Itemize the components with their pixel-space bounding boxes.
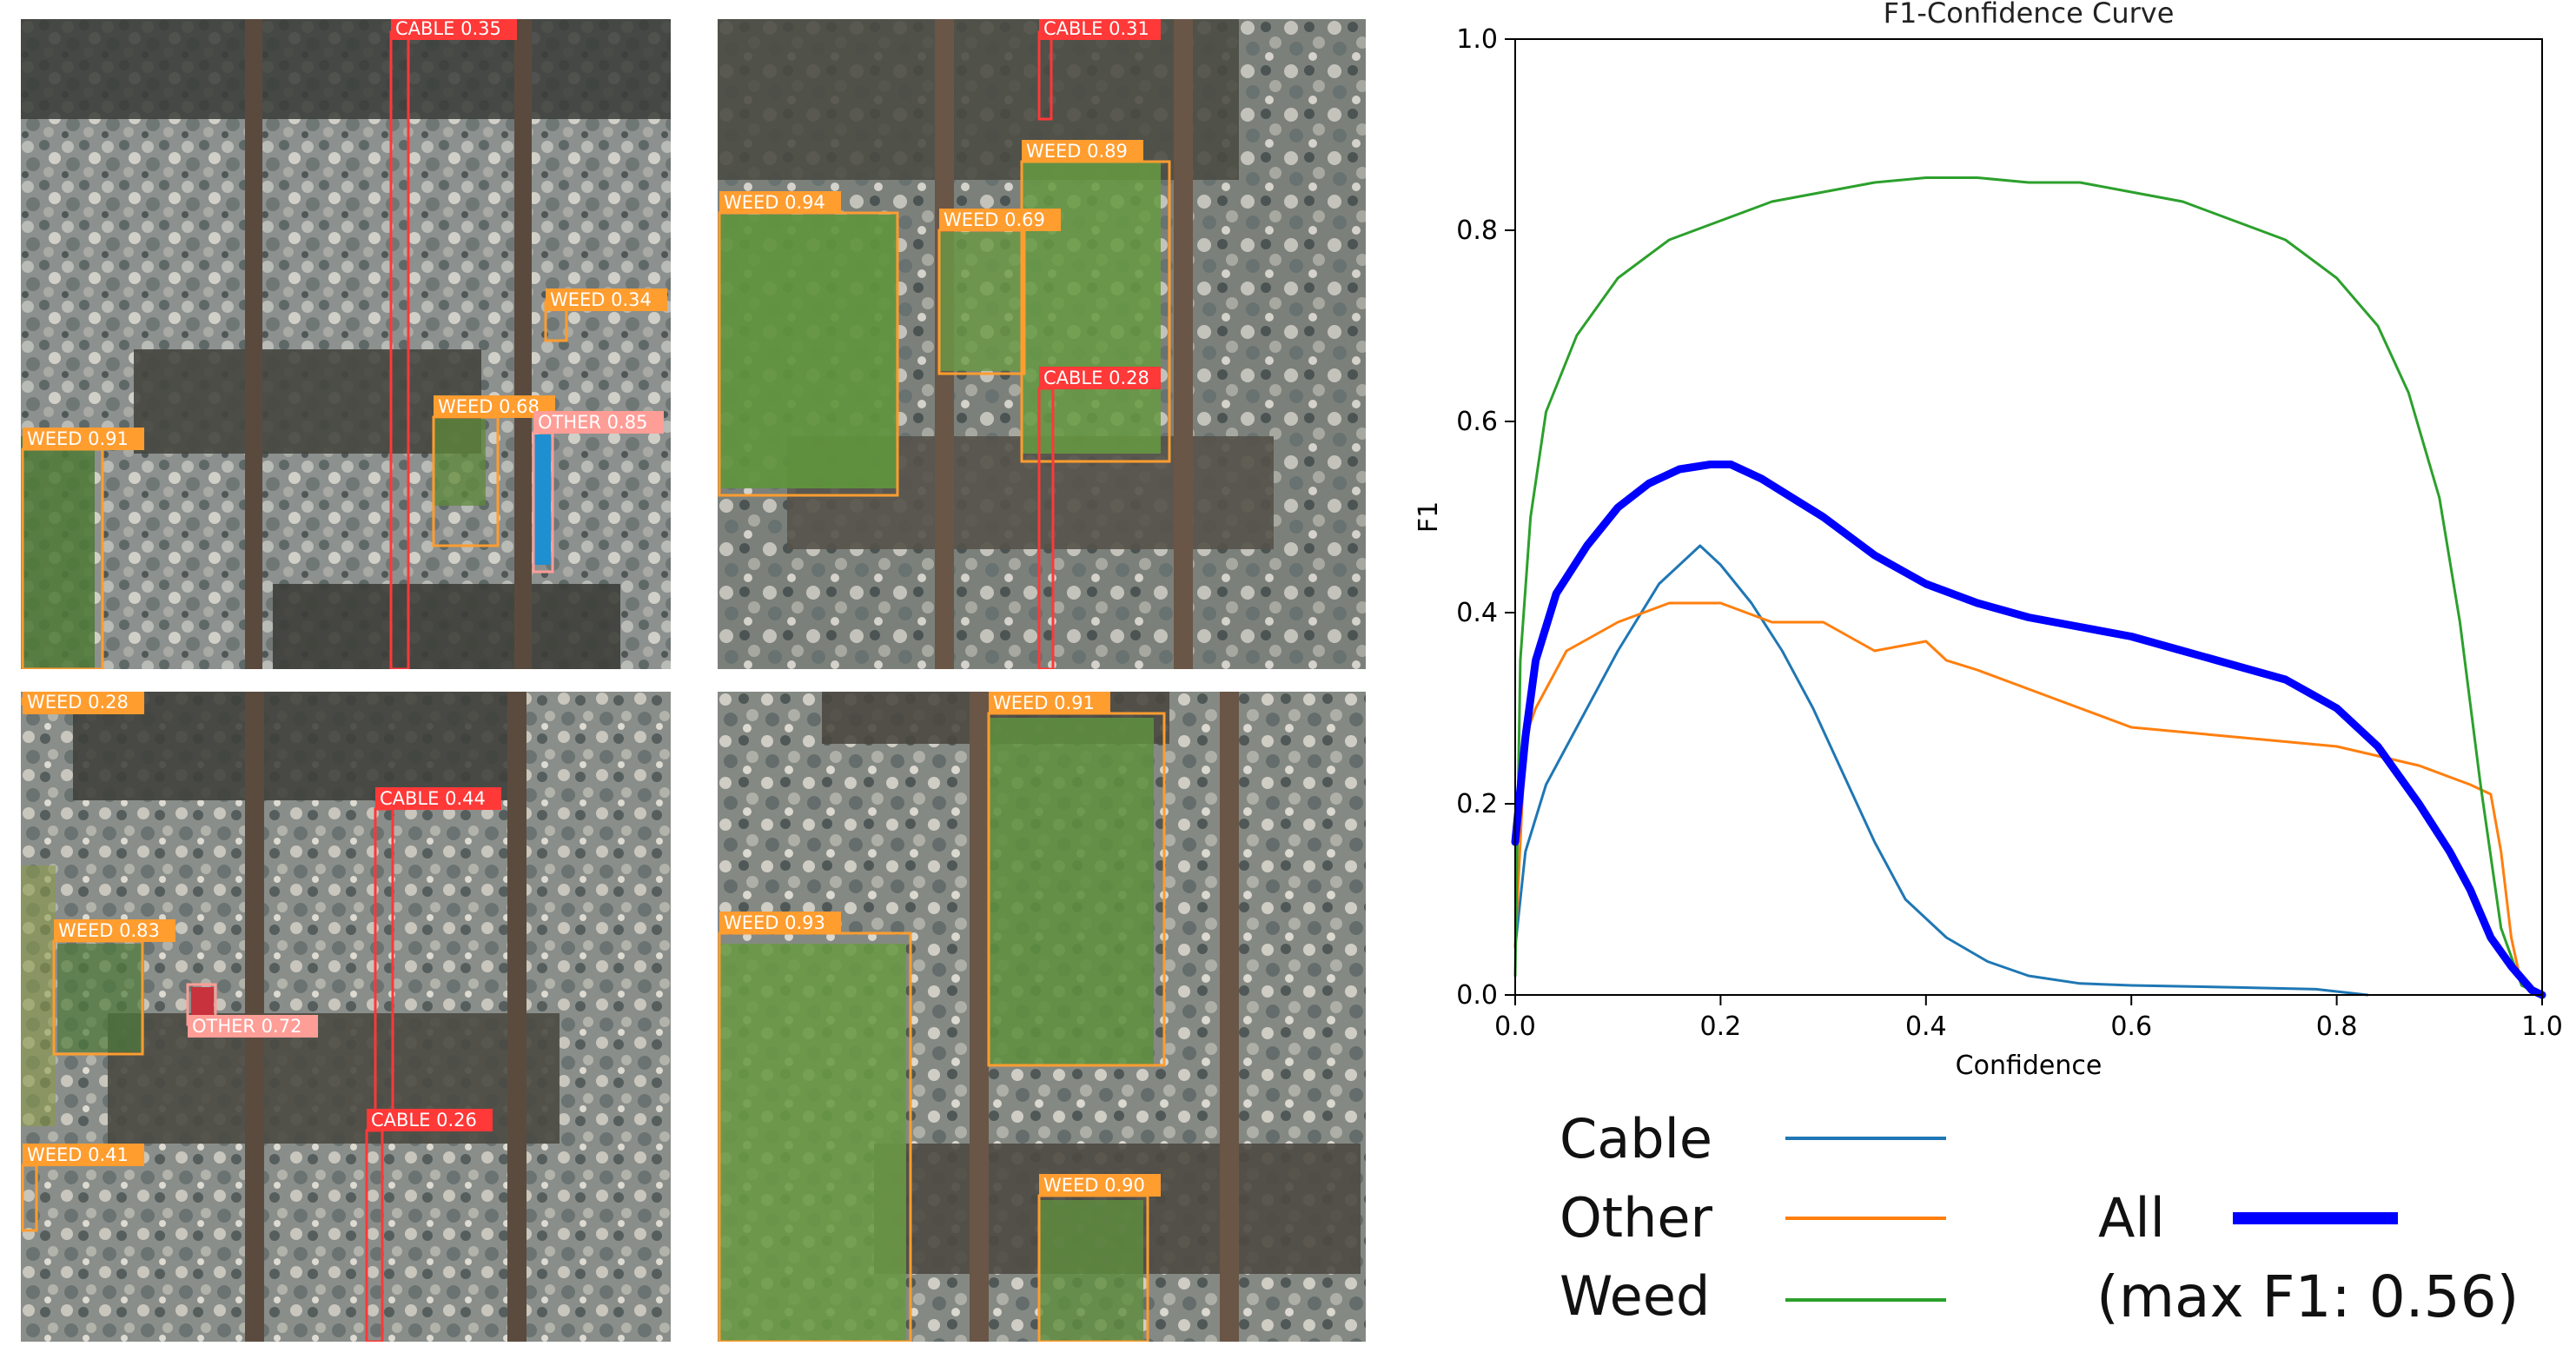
bbox: WEED 0.93 bbox=[718, 912, 912, 1342]
x-tick-label: 0.8 bbox=[2316, 1011, 2358, 1042]
blue-object bbox=[533, 434, 551, 565]
detection-image-4: WEED 0.91 WEED 0.93 WEED 0.90 bbox=[718, 692, 1366, 1342]
weed-patch bbox=[939, 232, 1022, 371]
y-tick-label: 0.6 bbox=[1456, 407, 1498, 437]
sleeper bbox=[718, 19, 1239, 180]
detection-label: WEED 0.28 bbox=[27, 692, 129, 713]
gravel-background bbox=[21, 19, 671, 669]
legend-label-all: All bbox=[2098, 1186, 2165, 1250]
detection-label: WEED 0.69 bbox=[944, 209, 1045, 230]
series-line-weed bbox=[1513, 176, 2544, 997]
bbox: WEED 0.34 bbox=[544, 288, 667, 342]
weed-patch bbox=[719, 215, 897, 488]
bbox: WEED 0.68 bbox=[432, 395, 555, 547]
bbox: CABLE 0.31 bbox=[1037, 19, 1161, 121]
detection-label: WEED 0.90 bbox=[1043, 1175, 1145, 1196]
x-tick-label: 1.0 bbox=[2521, 1011, 2563, 1042]
detection-label: WEED 0.91 bbox=[993, 693, 1095, 713]
bbox: WEED 0.90 bbox=[1037, 1174, 1161, 1342]
weed-patch bbox=[719, 944, 906, 1342]
legend-label-cable: Cable bbox=[1560, 1107, 1712, 1170]
sleeper bbox=[273, 584, 620, 669]
x-tick-label: 0.0 bbox=[1494, 1011, 1536, 1042]
detection-label: WEED 0.34 bbox=[550, 289, 652, 310]
rail bbox=[507, 692, 526, 1342]
detection-label: OTHER 0.85 bbox=[538, 412, 647, 433]
weed-patch bbox=[21, 436, 95, 669]
legend-label-other: Other bbox=[1560, 1186, 1713, 1250]
legend: Cable Other Weed All (max F1: 0.56) bbox=[1560, 1107, 2519, 1330]
chart-title: F1-Confidence Curve bbox=[1884, 0, 2175, 30]
detection-label: CABLE 0.35 bbox=[395, 19, 501, 39]
y-tick-label: 0.8 bbox=[1456, 216, 1498, 246]
detection-label: WEED 0.94 bbox=[724, 192, 825, 213]
bbox: WEED 0.69 bbox=[937, 209, 1061, 375]
weed-patch bbox=[1022, 162, 1161, 454]
bbox: WEED 0.28 bbox=[21, 692, 144, 714]
rail bbox=[514, 19, 532, 669]
legend-label-weed: Weed bbox=[1560, 1264, 1710, 1328]
weed-patch bbox=[21, 865, 56, 1126]
y-tick-label: 1.0 bbox=[1456, 24, 1498, 55]
plot-frame bbox=[1514, 38, 2543, 996]
rail bbox=[970, 692, 989, 1342]
bbox: OTHER 0.72 bbox=[186, 983, 318, 1038]
series-line-cable bbox=[1513, 544, 2369, 997]
bbox: CABLE 0.35 bbox=[389, 19, 517, 669]
bbox: WEED 0.89 bbox=[1020, 140, 1171, 463]
series-line-other bbox=[1513, 601, 2544, 997]
bbox: WEED 0.41 bbox=[21, 1144, 144, 1232]
detection-label: CABLE 0.26 bbox=[371, 1110, 477, 1131]
detection-image-1: CABLE 0.35 WEED 0.34 WEED 0.91 WEED 0.68… bbox=[21, 19, 671, 669]
detection-label: CABLE 0.31 bbox=[1043, 19, 1149, 39]
detection-label: WEED 0.91 bbox=[27, 428, 129, 449]
rail bbox=[1174, 19, 1193, 669]
detection-label: WEED 0.89 bbox=[1026, 141, 1128, 162]
detection-label: WEED 0.41 bbox=[27, 1144, 129, 1165]
detection-image-3: WEED 0.28 CABLE 0.44 WEED 0.83 OTHER 0.7… bbox=[21, 692, 671, 1342]
detection-label: WEED 0.68 bbox=[438, 396, 540, 417]
x-tick-label: 0.2 bbox=[1700, 1011, 1742, 1042]
weed-patch bbox=[434, 419, 486, 506]
y-tick-label: 0.0 bbox=[1456, 980, 1498, 1011]
y-tick-label: 0.4 bbox=[1456, 598, 1498, 628]
detection-image-2: CABLE 0.31 WEED 0.89 WEED 0.94 WEED 0.69… bbox=[718, 19, 1366, 669]
sleeper bbox=[21, 19, 671, 119]
sleeper bbox=[73, 692, 525, 800]
detection-label: CABLE 0.44 bbox=[380, 788, 486, 809]
bbox: WEED 0.94 bbox=[718, 191, 899, 497]
series-line-all bbox=[1511, 461, 2546, 999]
detection-label: WEED 0.83 bbox=[58, 920, 160, 941]
rail bbox=[1220, 692, 1239, 1342]
bbox: WEED 0.91 bbox=[987, 692, 1166, 1067]
rail bbox=[245, 19, 262, 669]
x-axis-label: Confidence bbox=[1956, 1051, 2103, 1081]
detection-label: WEED 0.93 bbox=[724, 912, 825, 933]
x-tick-label: 0.6 bbox=[2110, 1011, 2152, 1042]
weed-patch bbox=[989, 718, 1154, 1065]
y-tick-label: 0.2 bbox=[1456, 789, 1498, 819]
bbox: CABLE 0.28 bbox=[1037, 367, 1161, 669]
y-axis-label: F1 bbox=[1414, 501, 1444, 533]
weed-patch bbox=[57, 944, 144, 1052]
sleeper bbox=[134, 349, 481, 454]
bbox: WEED 0.91 bbox=[21, 428, 144, 669]
bbox: CABLE 0.26 bbox=[365, 1109, 493, 1342]
bbox: CABLE 0.44 bbox=[374, 787, 501, 1115]
bbox: OTHER 0.85 bbox=[532, 411, 664, 574]
bbox: WEED 0.83 bbox=[52, 919, 175, 1056]
detection-label: OTHER 0.72 bbox=[192, 1016, 301, 1037]
detection-label: CABLE 0.28 bbox=[1043, 368, 1149, 388]
legend-note-max-f1: (max F1: 0.56) bbox=[2096, 1263, 2519, 1330]
f1-confidence-chart: F1-Confidence Curve 0.0 0.2 0.4 0.6 0.8 1.0 0.… bbox=[1407, 0, 2576, 1363]
x-tick-label: 0.4 bbox=[1905, 1011, 1947, 1042]
weed-patch bbox=[1039, 1200, 1143, 1342]
